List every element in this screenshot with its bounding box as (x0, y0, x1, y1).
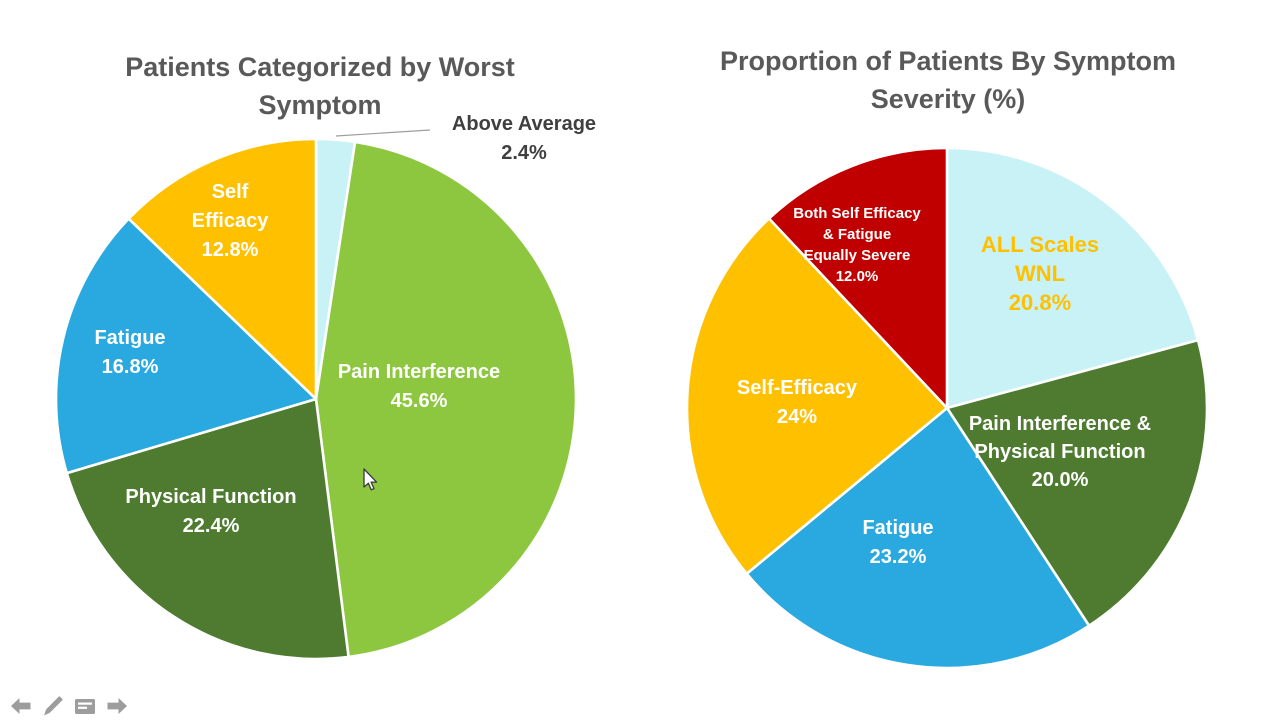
slice-label-self-efficacy: Self Efficacy 12.8% (191, 181, 269, 261)
slice-label-above-average: Above Average 2.4% (451, 113, 597, 164)
left-pie (54, 137, 578, 661)
pie-slice-both-self-efficacy-fatigue-equally-severe (767, 146, 949, 410)
annotation-menu-icon (75, 699, 95, 714)
left-chart-title: Patients Categorized by Worst Symptom (125, 52, 515, 120)
slice-label-fatigue: Fatigue 16.8% (94, 327, 166, 378)
pie-slice-all-scales-wnl (945, 146, 1200, 410)
previous-slide-button[interactable] (8, 694, 34, 718)
arrow-left-icon (11, 698, 31, 714)
pie-slice-physical-function (65, 397, 350, 661)
slice-label-both-self-efficacy-fatigue: Both Self Efficacy & Fatigue Equally Sev… (793, 205, 921, 285)
pen-icon (44, 696, 63, 716)
pen-button[interactable] (40, 694, 66, 718)
arrow-right-icon (107, 698, 127, 714)
slice-label-all-scales-wnl: ALL Scales WNL 20.8% (980, 232, 1100, 315)
right-chart-title: Proportion of Patients By Symptom Severi… (719, 46, 1177, 114)
pie-slice-fatigue (745, 406, 1091, 670)
slice-label-physical-function: Physical Function 22.4% (125, 486, 297, 537)
pie-slice-fatigue (54, 217, 318, 475)
right-pie (685, 146, 1209, 670)
pie-slice-self-efficacy (685, 217, 949, 576)
slice-label-self-efficacy-right: Self-Efficacy 24% (736, 377, 858, 428)
slice-label-pain-interference: Pain Interference 45.6% (337, 361, 501, 412)
pie-slice-self-efficacy (127, 137, 318, 401)
pie-slice-pain-interference-physical-function (945, 338, 1209, 628)
slice-label-fatigue-right: Fatigue 23.2% (862, 517, 934, 568)
slideshow-controls (8, 694, 130, 718)
slice-label-pain-interference-physical-function: Pain Interference & Physical Function 20… (968, 413, 1152, 491)
pie-slice-pain-interference (314, 140, 578, 659)
leader-line-above-average (335, 129, 431, 137)
mouse-cursor-icon (363, 468, 378, 491)
next-slide-button[interactable] (104, 694, 130, 718)
annotation-menu-button[interactable] (72, 694, 98, 718)
